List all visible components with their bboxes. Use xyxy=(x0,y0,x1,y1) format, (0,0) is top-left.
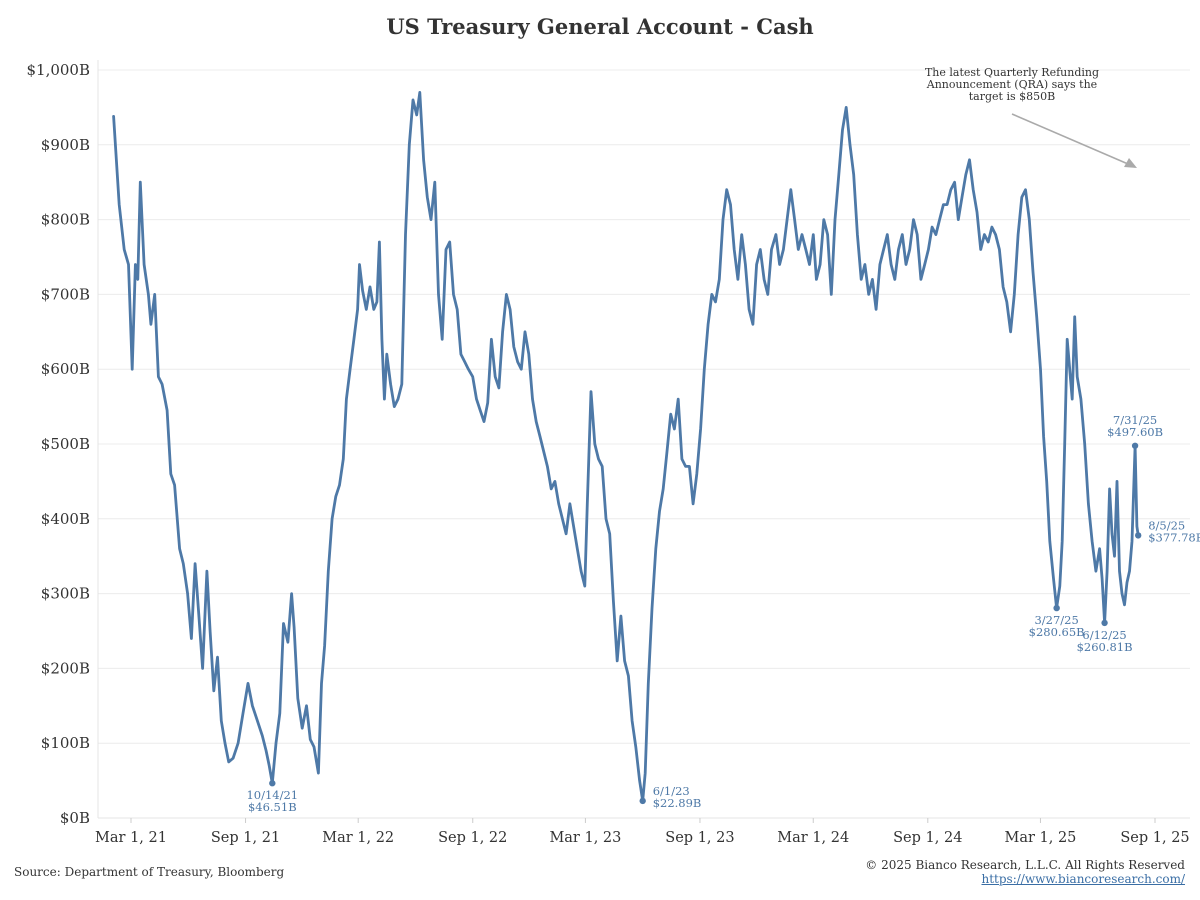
annotation-marker xyxy=(639,797,646,805)
qra-note: The latest Quarterly RefundingAnnounceme… xyxy=(925,66,1137,168)
y-axis: $0B $100B $200B $300B $400B $500B $600B $700B $8… xyxy=(26,61,90,827)
x-tick-label: Sep 1, 21 xyxy=(211,830,280,846)
annotation-marker xyxy=(1131,442,1139,449)
x-tick-label: Mar 1, 23 xyxy=(549,830,621,846)
y-tick-label: $0B xyxy=(60,809,90,827)
x-tick-label: Sep 1, 24 xyxy=(893,830,962,846)
annotation-value: $46.51B xyxy=(248,800,297,814)
annotation-marker xyxy=(1053,604,1060,612)
x-tick-label: Sep 1, 25 xyxy=(1120,830,1189,846)
annotation-value: $280.65B xyxy=(1029,625,1085,639)
y-tick-label: $800B xyxy=(41,211,90,229)
copyright-text: © 2025 Bianco Research, L.L.C. All Right… xyxy=(865,858,1185,872)
note-line: The latest Quarterly Refunding xyxy=(925,66,1099,79)
annotation-value: $377.78B xyxy=(1148,530,1200,544)
y-tick-label: $700B xyxy=(41,285,90,303)
note-line: target is $850B xyxy=(969,90,1055,103)
annotation-marker xyxy=(269,780,276,787)
y-tick-label: $200B xyxy=(41,659,90,677)
annotation-date: 10/14/21 xyxy=(246,788,298,802)
annotation-date: 6/1/23 xyxy=(653,784,690,798)
y-tick-label: $1,000B xyxy=(26,61,90,79)
x-tick-label: Sep 1, 22 xyxy=(438,830,507,846)
y-tick-label: $600B xyxy=(41,360,90,378)
annotation-date: 8/5/25 xyxy=(1148,518,1185,532)
note-arrow-shaft xyxy=(1011,113,1136,168)
y-tick-label: $400B xyxy=(41,510,90,528)
y-tick-label: $100B xyxy=(41,734,90,752)
series-layer xyxy=(112,91,1140,803)
note-line: Announcement (QRA) says the xyxy=(926,78,1097,91)
annotation-value: $497.60B xyxy=(1107,425,1163,439)
note-arrow-head xyxy=(1124,158,1137,168)
x-tick-label: Mar 1, 25 xyxy=(1004,830,1076,846)
annotation-date: 6/12/25 xyxy=(1082,628,1126,642)
source-text: Source: Department of Treasury, Bloomber… xyxy=(14,865,285,879)
y-tick-label: $300B xyxy=(41,585,90,603)
annotation-value: $260.81B xyxy=(1077,640,1133,654)
annotation-marker xyxy=(1101,619,1108,627)
footer-right: © 2025 Bianco Research, L.L.C. All Right… xyxy=(865,858,1185,886)
annotation-date: 3/27/25 xyxy=(1034,613,1078,627)
website-link[interactable]: https://www.biancoresearch.com/ xyxy=(981,872,1185,886)
x-tick-label: Mar 1, 22 xyxy=(322,830,394,846)
x-axis: Mar 1, 21 Sep 1, 21 Mar 1, 22 Sep 1, 22 Mar … xyxy=(95,818,1190,846)
annotation-marker xyxy=(1134,532,1142,539)
gridlines xyxy=(97,60,1190,819)
x-tick-label: Mar 1, 21 xyxy=(95,830,167,846)
annotation-date: 7/31/25 xyxy=(1113,413,1157,427)
x-tick-label: Sep 1, 23 xyxy=(665,830,734,846)
y-tick-label: $500B xyxy=(41,435,90,453)
y-tick-label: $900B xyxy=(41,136,90,154)
annotation-layer: 10/14/21$46.51B 6/1/23$22.89B 3/27/25$280.… xyxy=(246,413,1200,814)
series-line xyxy=(112,91,1140,803)
x-tick-label: Mar 1, 24 xyxy=(777,830,849,846)
annotation-value: $22.89B xyxy=(653,796,702,810)
chart-title: US Treasury General Account - Cash xyxy=(386,14,814,39)
